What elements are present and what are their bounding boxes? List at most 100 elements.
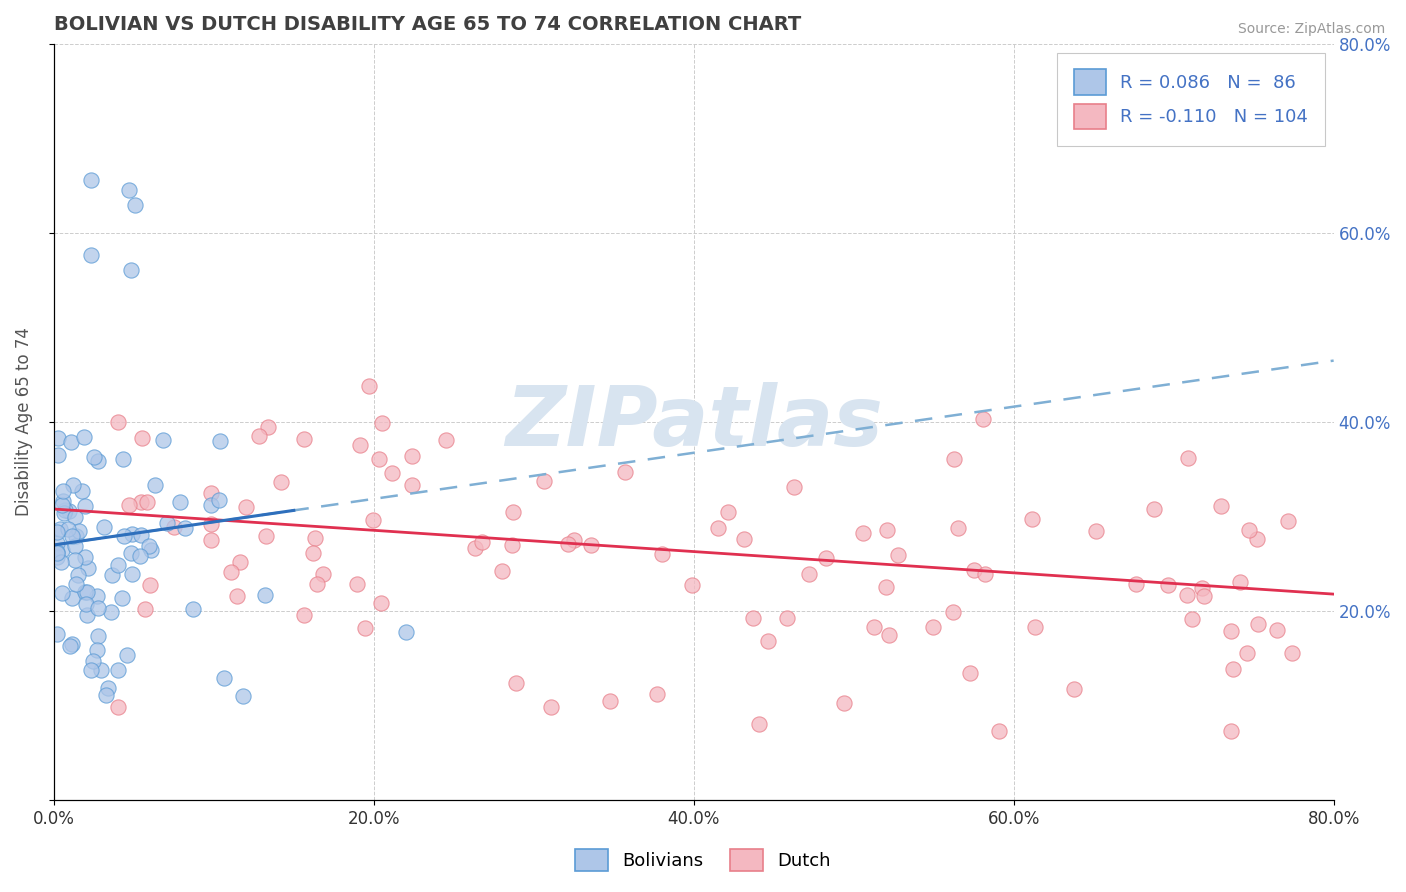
Point [63, 539, 86, 553]
Point [235, 500, 257, 515]
Point [107, 415, 129, 429]
Point [942, 605, 965, 619]
Point [46, 545, 69, 559]
Point [887, 548, 910, 562]
Legend: R = 0.086   N =  86, R = -0.110   N = 104: R = 0.086 N = 86, R = -0.110 N = 104 [1057, 53, 1324, 145]
Point [367, 451, 389, 466]
Point [645, 687, 668, 701]
Point [97, 681, 120, 695]
Point [974, 566, 997, 581]
Point [875, 581, 897, 595]
Point [717, 505, 740, 519]
Point [229, 555, 252, 569]
Point [143, 477, 166, 491]
Y-axis label: Disability Age 65 to 74: Disability Age 65 to 74 [15, 327, 32, 516]
Point [301, 546, 323, 560]
Point [80, 663, 103, 677]
Point [540, 700, 562, 714]
Point [502, 505, 524, 519]
Point [599, 694, 621, 708]
Point [361, 513, 384, 527]
Point [59, 640, 82, 654]
Point [1024, 620, 1046, 634]
Point [100, 567, 122, 582]
Point [80, 173, 103, 187]
Point [111, 591, 134, 605]
Point [87, 454, 110, 468]
Point [75, 597, 97, 611]
Point [1281, 647, 1303, 661]
Point [83, 450, 105, 464]
Point [100, 605, 122, 619]
Point [135, 495, 157, 509]
Point [107, 558, 129, 572]
Point [49, 522, 72, 536]
Point [156, 516, 179, 531]
Point [59, 434, 82, 449]
Point [501, 538, 523, 552]
Point [1229, 575, 1251, 590]
Point [138, 540, 160, 554]
Point [681, 578, 703, 592]
Point [129, 527, 152, 541]
Point [471, 535, 494, 549]
Point [247, 429, 270, 443]
Point [65, 529, 87, 543]
Point [138, 578, 160, 592]
Point [1021, 511, 1043, 525]
Point [80, 248, 103, 262]
Point [225, 589, 247, 603]
Point [134, 602, 156, 616]
Point [346, 576, 368, 591]
Point [877, 627, 900, 641]
Point [209, 434, 232, 448]
Point [52, 483, 75, 498]
Point [1277, 514, 1299, 528]
Point [200, 533, 222, 548]
Point [121, 527, 143, 541]
Point [434, 433, 457, 447]
Point [651, 547, 673, 561]
Point [72, 483, 94, 498]
Point [304, 531, 326, 545]
Point [987, 723, 1010, 738]
Point [53, 502, 76, 516]
Point [814, 551, 837, 566]
Point [1219, 724, 1241, 739]
Point [370, 416, 392, 430]
Point [562, 533, 585, 548]
Point [1209, 500, 1232, 514]
Point [1180, 612, 1202, 626]
Point [207, 492, 229, 507]
Point [959, 665, 981, 680]
Point [972, 412, 994, 426]
Point [1265, 624, 1288, 638]
Point [200, 486, 222, 500]
Point [707, 521, 730, 535]
Point [56, 522, 79, 536]
Point [212, 671, 235, 685]
Point [46, 431, 69, 445]
Point [53, 506, 76, 520]
Point [131, 431, 153, 445]
Point [58, 503, 80, 517]
Point [76, 608, 98, 623]
Point [401, 478, 423, 492]
Point [181, 602, 204, 616]
Point [52, 493, 75, 508]
Point [401, 450, 423, 464]
Point [292, 432, 315, 446]
Point [90, 663, 112, 677]
Point [359, 379, 381, 393]
Point [221, 565, 243, 579]
Point [46, 546, 69, 560]
Point [852, 525, 875, 540]
Point [46, 524, 69, 539]
Point [876, 523, 898, 537]
Point [65, 553, 87, 567]
Point [86, 600, 108, 615]
Point [349, 438, 371, 452]
Point [121, 567, 143, 582]
Point [112, 529, 135, 543]
Point [1177, 451, 1199, 466]
